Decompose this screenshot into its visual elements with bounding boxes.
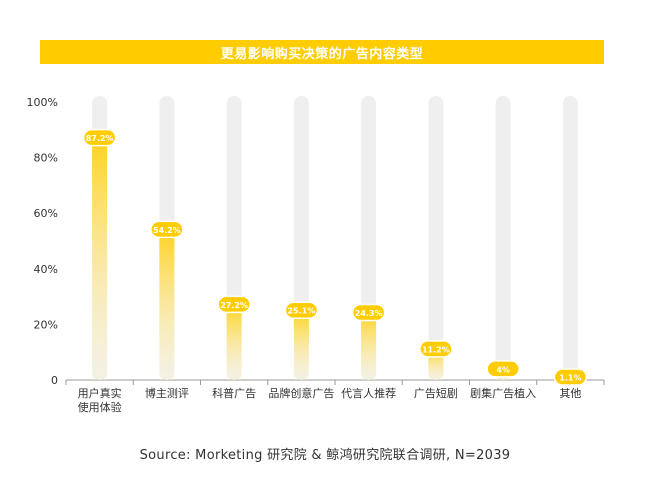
bar <box>226 304 242 380</box>
y-tick-label: 40% <box>34 263 58 276</box>
value-label-pill <box>82 128 117 147</box>
bar-group: 54.2% <box>150 96 184 380</box>
value-label-pill <box>217 295 251 314</box>
bar-group: 27.2% <box>217 96 251 380</box>
bar-track <box>562 96 578 380</box>
bar-group: 87.2% <box>82 96 117 380</box>
value-label: 11.2% <box>422 345 450 354</box>
value-label-pill <box>284 301 319 319</box>
x-category-label: 剧集广告植入 <box>470 386 536 400</box>
value-label-pill <box>486 360 520 378</box>
y-tick-label: 60% <box>34 207 58 220</box>
y-tick-label: 80% <box>34 152 58 165</box>
bar <box>92 137 108 380</box>
bar-chart: 0 20% 40% 60% 80% 100% 用户真实使用体验 博主测评 科普广告 品牌创意广告代… <box>27 96 605 414</box>
x-category-label: 品牌创意广告 <box>268 386 334 400</box>
bar <box>159 229 175 380</box>
value-label-pill <box>351 303 386 322</box>
x-category-label: 博主测评 <box>145 387 189 400</box>
value-label: 87.2% <box>86 134 114 143</box>
chart-title-bar: 更易影响购买决策的广告内容类型 <box>40 40 604 64</box>
chart-title: 更易影响购买决策的广告内容类型 <box>220 46 424 62</box>
value-label: 24.3% <box>355 309 383 318</box>
bar-group: 4% <box>486 96 520 380</box>
axis-layer: 0 20% 40% 60% 80% 100% 用户真实使用体验 博主测评 科普广告 品牌创意广告代… <box>27 96 605 414</box>
value-label-pill <box>150 220 184 239</box>
x-category-label: 广告短剧 <box>414 386 458 400</box>
bar <box>293 310 309 380</box>
value-label: 25.1% <box>287 307 315 316</box>
value-label: 4% <box>496 365 510 374</box>
value-label-pill <box>553 368 588 386</box>
value-label: 27.2% <box>220 301 248 310</box>
x-category-label: 用户真实 <box>78 386 122 400</box>
bar <box>361 312 377 380</box>
bar-group: 24.3% <box>351 96 386 380</box>
bar-group: 1.1% <box>553 96 588 386</box>
bar-group: 11.2% <box>419 96 453 380</box>
x-category-label: 使用体验 <box>78 400 122 414</box>
y-tick-label: 20% <box>34 318 58 331</box>
x-category-label: 其他 <box>559 387 581 400</box>
value-label: 54.2% <box>153 226 181 235</box>
bar-track <box>495 96 511 380</box>
x-category-label: 科普广告 <box>212 386 256 400</box>
y-tick-label: 100% <box>27 96 58 109</box>
x-category-label: 代言人推荐 <box>341 386 396 400</box>
value-label-pill <box>419 340 453 358</box>
bars-layer: 87.2% 54.2% 27.2% 25.1% 24.3% 11.2% 4% 1.1% <box>82 96 588 386</box>
bar-track <box>428 96 444 380</box>
value-label: 1.1% <box>559 373 581 382</box>
source-note: Source: Morketing 研究院 & 鲸鸿研究院联合调研, N=203… <box>139 448 511 463</box>
y-tick-label: 0 <box>51 374 58 387</box>
bar-group: 25.1% <box>284 96 319 380</box>
